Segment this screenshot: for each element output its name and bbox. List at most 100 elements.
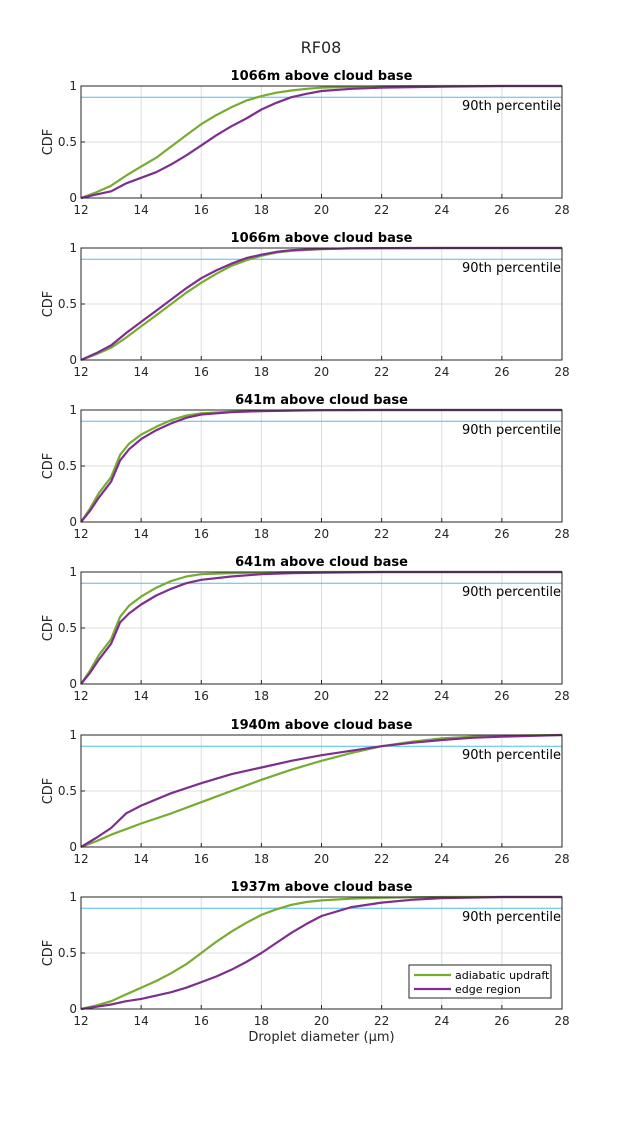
x-tick-label: 28 xyxy=(554,203,569,217)
y-axis-label: CDF xyxy=(41,291,56,318)
x-tick-label: 24 xyxy=(434,852,449,866)
x-tick-label: 12 xyxy=(73,852,88,866)
legend-box xyxy=(408,964,552,999)
figure-title: RF08 xyxy=(301,38,342,57)
x-tick-label: 24 xyxy=(434,1014,449,1028)
legend-label: adiabatic updraft xyxy=(455,969,550,982)
y-axis-label: CDF xyxy=(41,940,56,967)
series-line-edge-region xyxy=(80,570,562,685)
percentile-90-label: 90th percentile xyxy=(462,910,561,925)
x-tick-label: 14 xyxy=(133,527,148,541)
x-tick-label: 16 xyxy=(194,365,209,379)
y-tick-label: 0.5 xyxy=(58,135,77,149)
series-line-edge-region xyxy=(80,895,562,1011)
x-tick-label: 12 xyxy=(73,1014,88,1028)
x-tick-label: 16 xyxy=(194,203,209,217)
x-tick-label: 22 xyxy=(374,689,389,703)
cdf-panel-4: 90th percentile 12 14 16 18 20 22 24 26 28 0 0.5 1 64… xyxy=(41,555,570,703)
x-tick-label: 28 xyxy=(554,689,569,703)
y-tick-label: 0 xyxy=(69,353,77,367)
legend-label: edge region xyxy=(455,983,521,996)
x-tick-label: 16 xyxy=(194,852,209,866)
cdf-panel-6: 90th percentile 12 14 16 18 20 22 24 26 28 0 0.5 1 19… xyxy=(41,880,570,1045)
x-tick-label: 26 xyxy=(494,365,509,379)
panel-title: 1940m above cloud base xyxy=(231,718,413,733)
series-line-edge-region xyxy=(80,84,562,200)
x-tick-label: 20 xyxy=(314,1014,329,1028)
y-axis-label: CDF xyxy=(41,453,56,480)
x-tick-label: 12 xyxy=(73,527,88,541)
y-tick-label: 1 xyxy=(69,241,77,255)
y-axis-label: CDF xyxy=(41,615,56,642)
cdf-panel-2: 90th percentile 12 14 16 18 20 22 24 26 28 0 0.5 1 10… xyxy=(41,231,570,379)
x-tick-label: 22 xyxy=(374,203,389,217)
panel-title: 1066m above cloud base xyxy=(231,69,413,84)
x-tick-label: 24 xyxy=(434,527,449,541)
y-tick-label: 1 xyxy=(69,565,77,579)
x-tick-label: 26 xyxy=(494,852,509,866)
x-tick-label: 14 xyxy=(133,365,148,379)
x-tick-label: 26 xyxy=(494,203,509,217)
y-axis-label: CDF xyxy=(41,778,56,805)
y-tick-label: 1 xyxy=(69,728,77,742)
y-tick-label: 0.5 xyxy=(58,946,77,960)
x-tick-label: 14 xyxy=(133,203,148,217)
x-tick-label: 26 xyxy=(494,527,509,541)
cdf-panel-1: 90th percentile 12 14 16 18 20 22 24 26 28 0 0.5 1 10… xyxy=(41,69,570,217)
series-line-adiabatic-updraft xyxy=(80,733,563,849)
x-tick-label: 14 xyxy=(133,689,148,703)
x-tick-label: 28 xyxy=(554,527,569,541)
x-tick-label: 20 xyxy=(314,365,329,379)
x-tick-label: 12 xyxy=(73,689,88,703)
x-tick-label: 20 xyxy=(314,852,329,866)
percentile-90-label: 90th percentile xyxy=(462,261,561,276)
x-tick-label: 20 xyxy=(314,689,329,703)
x-tick-label: 20 xyxy=(314,527,329,541)
x-axis-label: Droplet diameter (μm) xyxy=(248,1030,394,1045)
x-tick-label: 16 xyxy=(194,689,209,703)
x-tick-label: 22 xyxy=(374,527,389,541)
y-tick-label: 1 xyxy=(69,403,77,417)
x-tick-label: 18 xyxy=(254,527,269,541)
x-tick-label: 14 xyxy=(133,852,148,866)
y-tick-label: 0 xyxy=(69,191,77,205)
x-tick-label: 18 xyxy=(254,852,269,866)
percentile-90-label: 90th percentile xyxy=(462,748,561,763)
x-tick-label: 28 xyxy=(554,365,569,379)
x-tick-label: 18 xyxy=(254,689,269,703)
percentile-90-label: 90th percentile xyxy=(462,585,561,600)
series-line-adiabatic-updraft xyxy=(80,895,562,1011)
cdf-panel-5: 90th percentile 12 14 16 18 20 22 24 26 28 0 0.5 1 19… xyxy=(41,718,570,866)
y-tick-label: 1 xyxy=(69,890,77,904)
x-tick-label: 28 xyxy=(554,1014,569,1028)
x-tick-label: 12 xyxy=(73,365,88,379)
y-tick-label: 0 xyxy=(69,677,77,691)
x-tick-label: 18 xyxy=(254,203,269,217)
x-tick-label: 16 xyxy=(194,527,209,541)
y-tick-label: 0.5 xyxy=(58,459,77,473)
x-tick-label: 22 xyxy=(374,852,389,866)
panel-title: 641m above cloud base xyxy=(235,555,408,570)
x-tick-label: 28 xyxy=(554,852,569,866)
y-axis-label: CDF xyxy=(41,129,56,156)
y-tick-label: 0.5 xyxy=(58,621,77,635)
percentile-90-label: 90th percentile xyxy=(462,99,561,114)
cdf-panel-3: 90th percentile 12 14 16 18 20 22 24 26 28 0 0.5 1 64… xyxy=(41,393,570,541)
x-tick-label: 26 xyxy=(494,1014,509,1028)
x-tick-label: 16 xyxy=(194,1014,209,1028)
x-tick-label: 22 xyxy=(374,1014,389,1028)
panel-title: 1937m above cloud base xyxy=(231,880,413,895)
x-tick-label: 12 xyxy=(73,203,88,217)
x-tick-label: 24 xyxy=(434,203,449,217)
series-line-edge-region xyxy=(80,733,563,848)
y-tick-label: 0.5 xyxy=(58,784,77,798)
x-tick-label: 18 xyxy=(254,365,269,379)
y-tick-label: 0.5 xyxy=(58,297,77,311)
x-tick-label: 26 xyxy=(494,689,509,703)
y-tick-label: 0 xyxy=(69,840,77,854)
x-tick-label: 24 xyxy=(434,689,449,703)
x-tick-label: 20 xyxy=(314,203,329,217)
